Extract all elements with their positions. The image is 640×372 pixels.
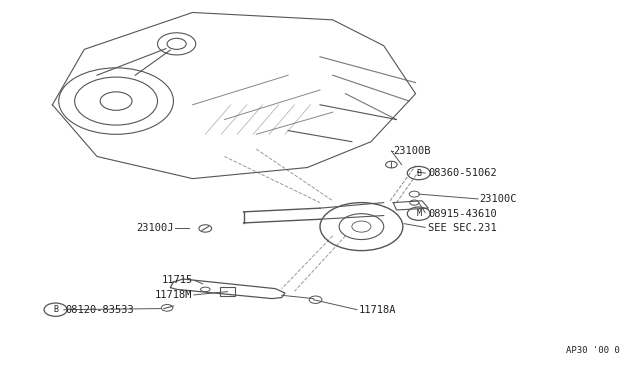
Text: AP30 '00 0: AP30 '00 0 [566,346,620,355]
Text: 23100J: 23100J [136,224,173,234]
Text: SEE SEC.231: SEE SEC.231 [428,224,497,234]
Text: M: M [416,209,421,218]
Text: 23100B: 23100B [394,146,431,156]
Text: 08360-51062: 08360-51062 [428,168,497,178]
Text: 23100C: 23100C [479,194,517,204]
Text: 08915-43610: 08915-43610 [428,209,497,219]
Text: 08120-83533: 08120-83533 [65,305,134,315]
Text: 11715: 11715 [161,275,193,285]
Text: B: B [53,305,58,314]
Text: B: B [416,169,421,177]
Bar [220,287,236,296]
Text: 11718M: 11718M [155,290,193,300]
Text: 11718A: 11718A [358,305,396,315]
